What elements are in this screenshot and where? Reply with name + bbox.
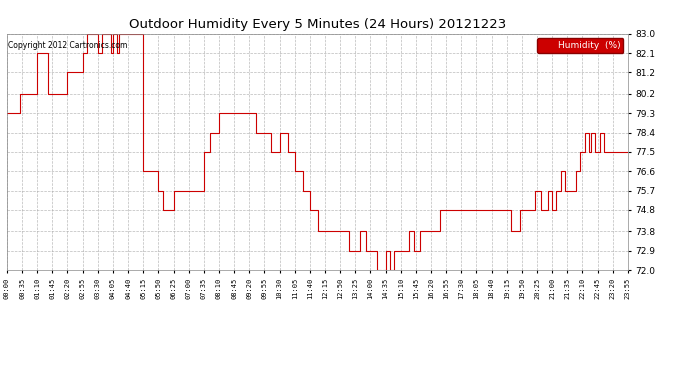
Legend: Humidity  (%): Humidity (%) xyxy=(538,38,623,53)
Title: Outdoor Humidity Every 5 Minutes (24 Hours) 20121223: Outdoor Humidity Every 5 Minutes (24 Hou… xyxy=(129,18,506,31)
Text: Copyright 2012 Cartronics.com: Copyright 2012 Cartronics.com xyxy=(8,41,128,50)
